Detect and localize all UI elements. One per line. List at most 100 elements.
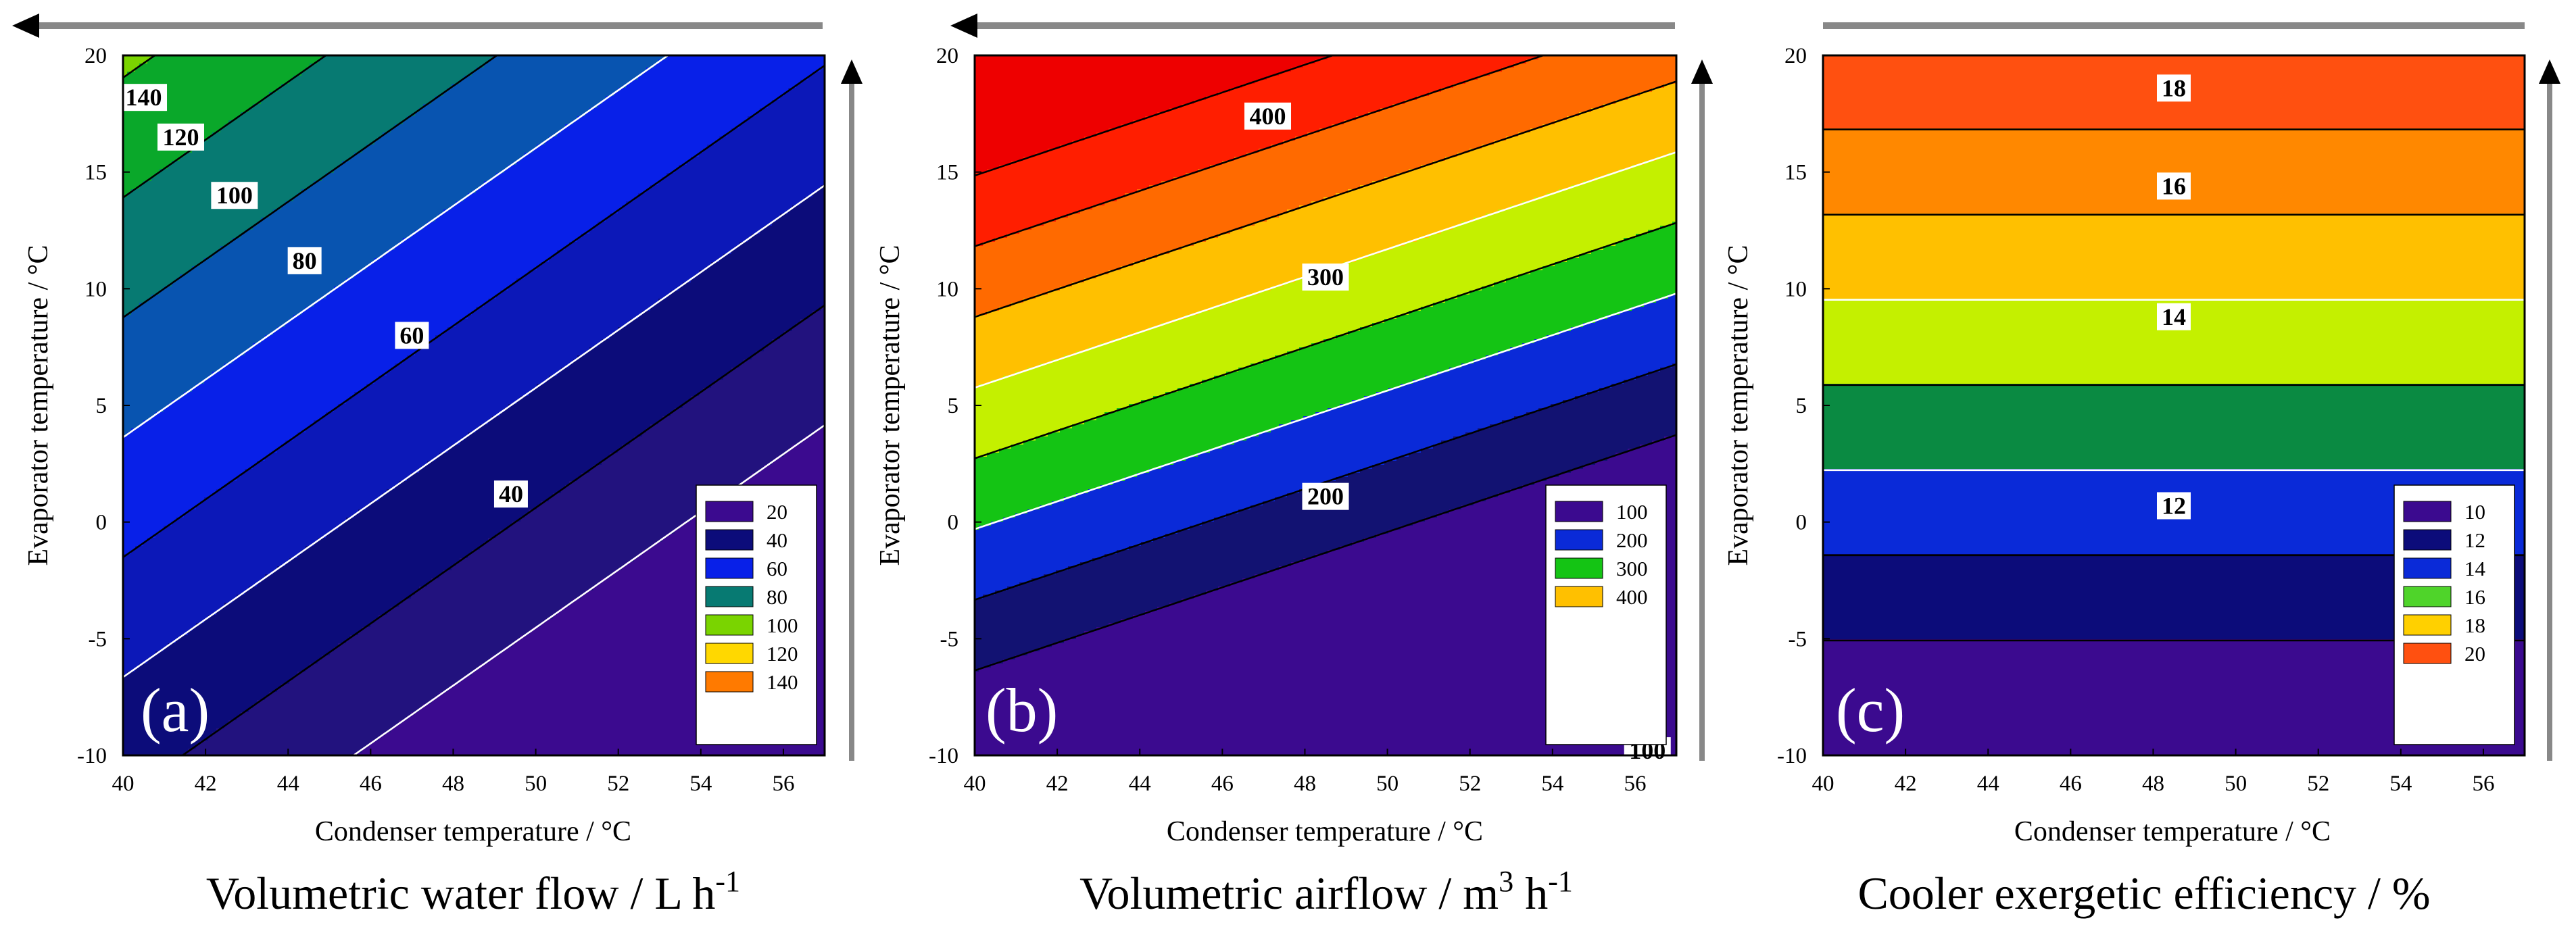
contour-band-cell <box>1409 169 1620 174</box>
contour-band-cell <box>127 672 298 676</box>
contour-band-cell <box>123 262 201 267</box>
contour-band-cell <box>123 611 217 616</box>
contour-band-cell <box>431 700 825 705</box>
contour-band-cell <box>281 445 452 449</box>
contour-band-cell <box>297 672 472 676</box>
contour-band-cell <box>123 643 168 648</box>
contour-band-cell <box>975 745 1676 749</box>
contour-band-cell <box>306 668 477 672</box>
contour-band-cell <box>975 534 1166 538</box>
contour-band-cell <box>975 307 1000 311</box>
contour-band-cell <box>1299 205 1511 210</box>
contour-band-cell <box>1040 505 1251 510</box>
contour-band-cell <box>975 655 1016 660</box>
contour-band-cell <box>671 412 825 417</box>
contour-band-cell <box>1457 153 1669 157</box>
contour-band-cell <box>1823 753 2525 755</box>
contour-band-cell <box>1823 238 2525 243</box>
contour-band-cell <box>1287 209 1499 214</box>
contour-band-cell <box>1823 59 2525 64</box>
contour-band-cell <box>541 262 712 267</box>
contour-band-cell <box>1823 205 2525 210</box>
contour-band-cell <box>1328 55 1539 60</box>
contour-band-cell <box>147 299 318 303</box>
contour-band-cell <box>975 538 1154 543</box>
contour-band-cell <box>520 518 691 522</box>
legend-label: 10 <box>2464 500 2485 524</box>
contour-band-cell <box>975 574 1044 579</box>
contour-band-cell <box>233 238 404 243</box>
contour-band-cell <box>1823 700 2525 705</box>
contour-band-cell <box>1141 542 1353 547</box>
contour-band-cell <box>975 112 1158 117</box>
contour-band-cell <box>245 230 416 234</box>
contour-band-cell <box>975 631 1085 636</box>
contour-band-cell <box>975 234 1008 239</box>
contour-band-cell <box>123 558 290 563</box>
contour-band-cell <box>1632 307 1676 311</box>
x-tick-label: 40 <box>1812 772 1834 796</box>
contour-band-cell <box>488 538 663 543</box>
contour-band-cell <box>1823 339 2525 344</box>
contour-band-cell <box>1352 400 1563 405</box>
contour-band-cell <box>350 396 521 401</box>
contour-band-cell <box>1210 165 1421 170</box>
contour-band-cell <box>975 392 1166 397</box>
contour-band-cell <box>1441 230 1649 234</box>
contour-band-cell <box>200 741 371 745</box>
contour-band-cell <box>618 327 793 332</box>
contour-band-cell <box>1052 359 1263 364</box>
contour-band-cell <box>975 92 1219 97</box>
contour-band-cell <box>1052 501 1263 506</box>
contour-line-400 <box>975 55 1544 247</box>
contour-band-cell <box>1823 274 2525 279</box>
contour-band-cell <box>253 704 424 709</box>
contour-band-cell <box>484 542 655 547</box>
contour-band-cell <box>1823 732 2525 737</box>
contour-band-cell <box>374 258 550 263</box>
contour-band-cell <box>975 165 1000 170</box>
x-tick-label: 46 <box>360 772 382 796</box>
contour-band-cell <box>1823 461 2525 466</box>
contour-band-cell <box>1823 550 2525 555</box>
contour-band-cell <box>1230 230 1442 234</box>
contour-band-cell <box>1368 254 1580 259</box>
y-tick-label: 10 <box>936 277 958 301</box>
contour-band-cell <box>172 282 343 287</box>
contour-band-cell <box>131 428 306 433</box>
contour-band-cell <box>123 663 140 668</box>
contour-band-cell <box>188 749 363 753</box>
contour-band-cell <box>123 400 172 405</box>
contour-band-cell <box>135 307 306 311</box>
contour-band-cell <box>391 607 562 611</box>
contour-band-cell <box>1823 359 2525 364</box>
contour-band-cell <box>196 145 367 149</box>
contour-band-cell <box>188 509 359 514</box>
contour-band-cell <box>1567 116 1676 121</box>
contour-value-label: 300 <box>1302 264 1349 291</box>
contour-band-cell <box>155 651 331 656</box>
contour-band-cell <box>654 303 825 307</box>
svg-text:80: 80 <box>293 247 317 274</box>
contour-band-cell <box>123 303 140 307</box>
contour-band-cell <box>1218 234 1430 239</box>
contour-band-cell <box>1157 607 1676 611</box>
contour-band-cell <box>1267 570 1676 575</box>
contour-band-cell <box>184 392 355 397</box>
contour-band-cell <box>752 473 825 478</box>
contour-band-cell <box>143 420 314 425</box>
contour-band-cell <box>598 343 769 348</box>
contour-band-cell <box>975 230 1020 234</box>
contour-band-cell <box>561 128 732 133</box>
contour-band-cell <box>1823 72 2525 76</box>
contour-band-cell <box>1526 412 1676 417</box>
contour-band-cell <box>123 238 233 243</box>
contour-band-cell <box>123 574 266 579</box>
x-tick-label: 42 <box>195 772 217 796</box>
contour-band-cell <box>1121 619 1676 624</box>
contour-band-cell <box>1409 311 1620 316</box>
contour-band-cell <box>1376 534 1676 538</box>
contour-band-cell <box>1271 145 1482 149</box>
contour-band-cell <box>1823 141 2525 145</box>
contour-band-cell <box>975 59 1316 64</box>
